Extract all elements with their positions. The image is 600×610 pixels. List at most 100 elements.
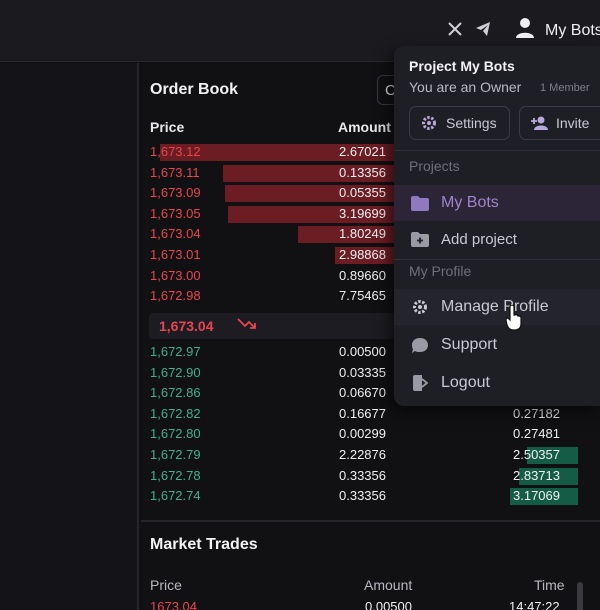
row-price: 1,672.86 bbox=[150, 385, 201, 401]
user-dropdown-menu: Project My Bots You are an Owner 1 Membe… bbox=[394, 46, 600, 406]
row-total: 3.17069 bbox=[513, 488, 560, 504]
order-book-title: Order Book bbox=[150, 81, 239, 98]
bid-row[interactable]: 1,672.97 0.00500 bbox=[141, 342, 600, 362]
depth-bar bbox=[526, 447, 578, 464]
ask-row[interactable]: 1,673.12 2.67021 bbox=[141, 142, 600, 162]
row-amount: 0.03335 bbox=[339, 364, 386, 380]
row-amount: 0.16677 bbox=[339, 405, 386, 421]
settings-label: Settings bbox=[446, 115, 497, 131]
project-role: You are an Owner bbox=[409, 79, 522, 95]
telegram-icon[interactable] bbox=[474, 20, 492, 38]
trades-header-price: Price bbox=[150, 577, 182, 593]
add-project-item[interactable]: Add project bbox=[394, 221, 600, 257]
depth-bar bbox=[227, 205, 400, 223]
bid-row[interactable]: 1,672.78 0.33356 2.83713 bbox=[141, 466, 600, 486]
support-item[interactable]: Support bbox=[394, 327, 600, 363]
chat-bubble-icon bbox=[411, 336, 429, 354]
row-price: 1,672.74 bbox=[150, 488, 201, 504]
divider bbox=[394, 259, 600, 260]
invite-label: Invite bbox=[556, 115, 590, 131]
row-amount: 1.80249 bbox=[339, 226, 386, 242]
scrollbar[interactable] bbox=[577, 582, 583, 610]
row-amount: 0.00299 bbox=[339, 426, 386, 442]
column-header-amount: Amount bbox=[338, 119, 391, 135]
row-price: 1,673.09 bbox=[150, 185, 201, 201]
row-price: 1,672.98 bbox=[150, 288, 201, 304]
bid-row[interactable]: 1,672.80 0.00299 0.27481 bbox=[141, 424, 600, 444]
ask-row[interactable]: 1,672.98 7.75465 bbox=[141, 286, 600, 306]
row-price: 1,672.78 bbox=[150, 467, 201, 483]
ask-row[interactable]: 1,673.04 1.80249 bbox=[141, 224, 600, 244]
last-price-box: 1,673.04 bbox=[149, 313, 409, 339]
user-menu-trigger[interactable]: My Bots bbox=[515, 17, 600, 44]
depth-bar bbox=[509, 488, 578, 506]
row-price: 1,672.79 bbox=[150, 447, 201, 462]
trade-price: 1673.04 bbox=[150, 599, 197, 610]
row-price: 1,673.12 bbox=[150, 144, 201, 159]
row-total: 2.83713 bbox=[513, 467, 560, 483]
row-price: 1,672.82 bbox=[150, 405, 201, 421]
hand-pointer-cursor-icon bbox=[505, 304, 523, 336]
bid-row[interactable]: 1,672.82 0.16677 0.27182 bbox=[141, 404, 600, 424]
ask-row[interactable]: 1,673.11 0.13356 bbox=[141, 163, 600, 183]
trend-down-icon bbox=[237, 317, 257, 334]
row-price: 1,673.05 bbox=[150, 205, 201, 221]
row-price: 1,673.00 bbox=[150, 267, 201, 283]
row-price: 1,672.97 bbox=[150, 344, 201, 359]
row-price: 1,673.04 bbox=[150, 226, 201, 242]
invite-button[interactable]: Invite bbox=[519, 106, 600, 140]
row-amount: 0.33356 bbox=[339, 467, 386, 483]
folder-icon bbox=[411, 194, 429, 212]
manage-profile-item[interactable]: Manage Profile bbox=[394, 289, 600, 325]
row-total: 0.27182 bbox=[513, 405, 560, 421]
depth-bar bbox=[225, 185, 400, 203]
logout-label: Logout bbox=[441, 374, 490, 391]
column-header-price: Price bbox=[150, 119, 185, 135]
project-item-my-bots[interactable]: My Bots bbox=[394, 185, 600, 221]
row-amount: 0.05355 bbox=[339, 185, 386, 201]
divider bbox=[394, 150, 600, 151]
left-panel bbox=[0, 63, 139, 610]
row-amount: 0.13356 bbox=[339, 164, 386, 180]
gear-icon bbox=[420, 114, 438, 132]
market-trades: Market Trades Price Amount Time 1673.04 … bbox=[141, 520, 600, 610]
bid-row[interactable]: 1,672.74 0.33356 3.17069 bbox=[141, 486, 600, 506]
trade-time: 14:47:22 bbox=[509, 599, 560, 610]
settings-button[interactable]: Settings bbox=[409, 106, 510, 140]
depth-bar bbox=[160, 144, 400, 161]
x-icon[interactable] bbox=[446, 20, 464, 38]
depth-bar bbox=[519, 467, 578, 485]
top-bar: My Bots bbox=[0, 0, 600, 62]
row-price: 1,673.11 bbox=[150, 164, 200, 180]
trade-amount: 0.00500 bbox=[365, 599, 412, 610]
row-amount: 0.33356 bbox=[339, 488, 386, 504]
add-user-icon bbox=[530, 114, 548, 132]
ask-row[interactable]: 1,673.00 0.89660 bbox=[141, 266, 600, 286]
projects-section-label: Projects bbox=[409, 158, 460, 174]
bid-row[interactable]: 1,672.79 2.22876 2.50357 bbox=[141, 445, 600, 465]
ask-row[interactable]: 1,673.05 3.19699 bbox=[141, 204, 600, 224]
ask-row[interactable]: 1,673.09 0.05355 bbox=[141, 183, 600, 203]
bid-row[interactable]: 1,672.86 0.06670 bbox=[141, 383, 600, 403]
project-title: Project My Bots bbox=[409, 58, 515, 74]
row-amount: 7.75465 bbox=[339, 288, 386, 304]
bid-row[interactable]: 1,672.90 0.03335 bbox=[141, 363, 600, 383]
row-price: 1,672.90 bbox=[150, 364, 201, 380]
social-links bbox=[446, 20, 492, 38]
ask-row[interactable]: 1,673.01 2.98868 bbox=[141, 245, 600, 265]
row-amount: 2.67021 bbox=[339, 144, 386, 159]
my-bots-label: My Bots bbox=[441, 194, 499, 211]
logout-item[interactable]: Logout bbox=[394, 365, 600, 401]
last-price: 1,673.04 bbox=[159, 318, 214, 334]
row-total: 0.27481 bbox=[513, 426, 560, 442]
member-count: 1 Member bbox=[540, 82, 590, 94]
row-amount: 0.06670 bbox=[339, 385, 386, 401]
support-label: Support bbox=[441, 336, 498, 353]
username: My Bots bbox=[545, 21, 600, 39]
row-total: 2.50357 bbox=[513, 447, 560, 462]
depth-bar bbox=[297, 226, 400, 244]
market-trades-title: Market Trades bbox=[150, 536, 258, 553]
trades-header-amount: Amount bbox=[364, 577, 413, 593]
profile-section-label: My Profile bbox=[409, 263, 472, 279]
user-icon bbox=[515, 17, 535, 44]
